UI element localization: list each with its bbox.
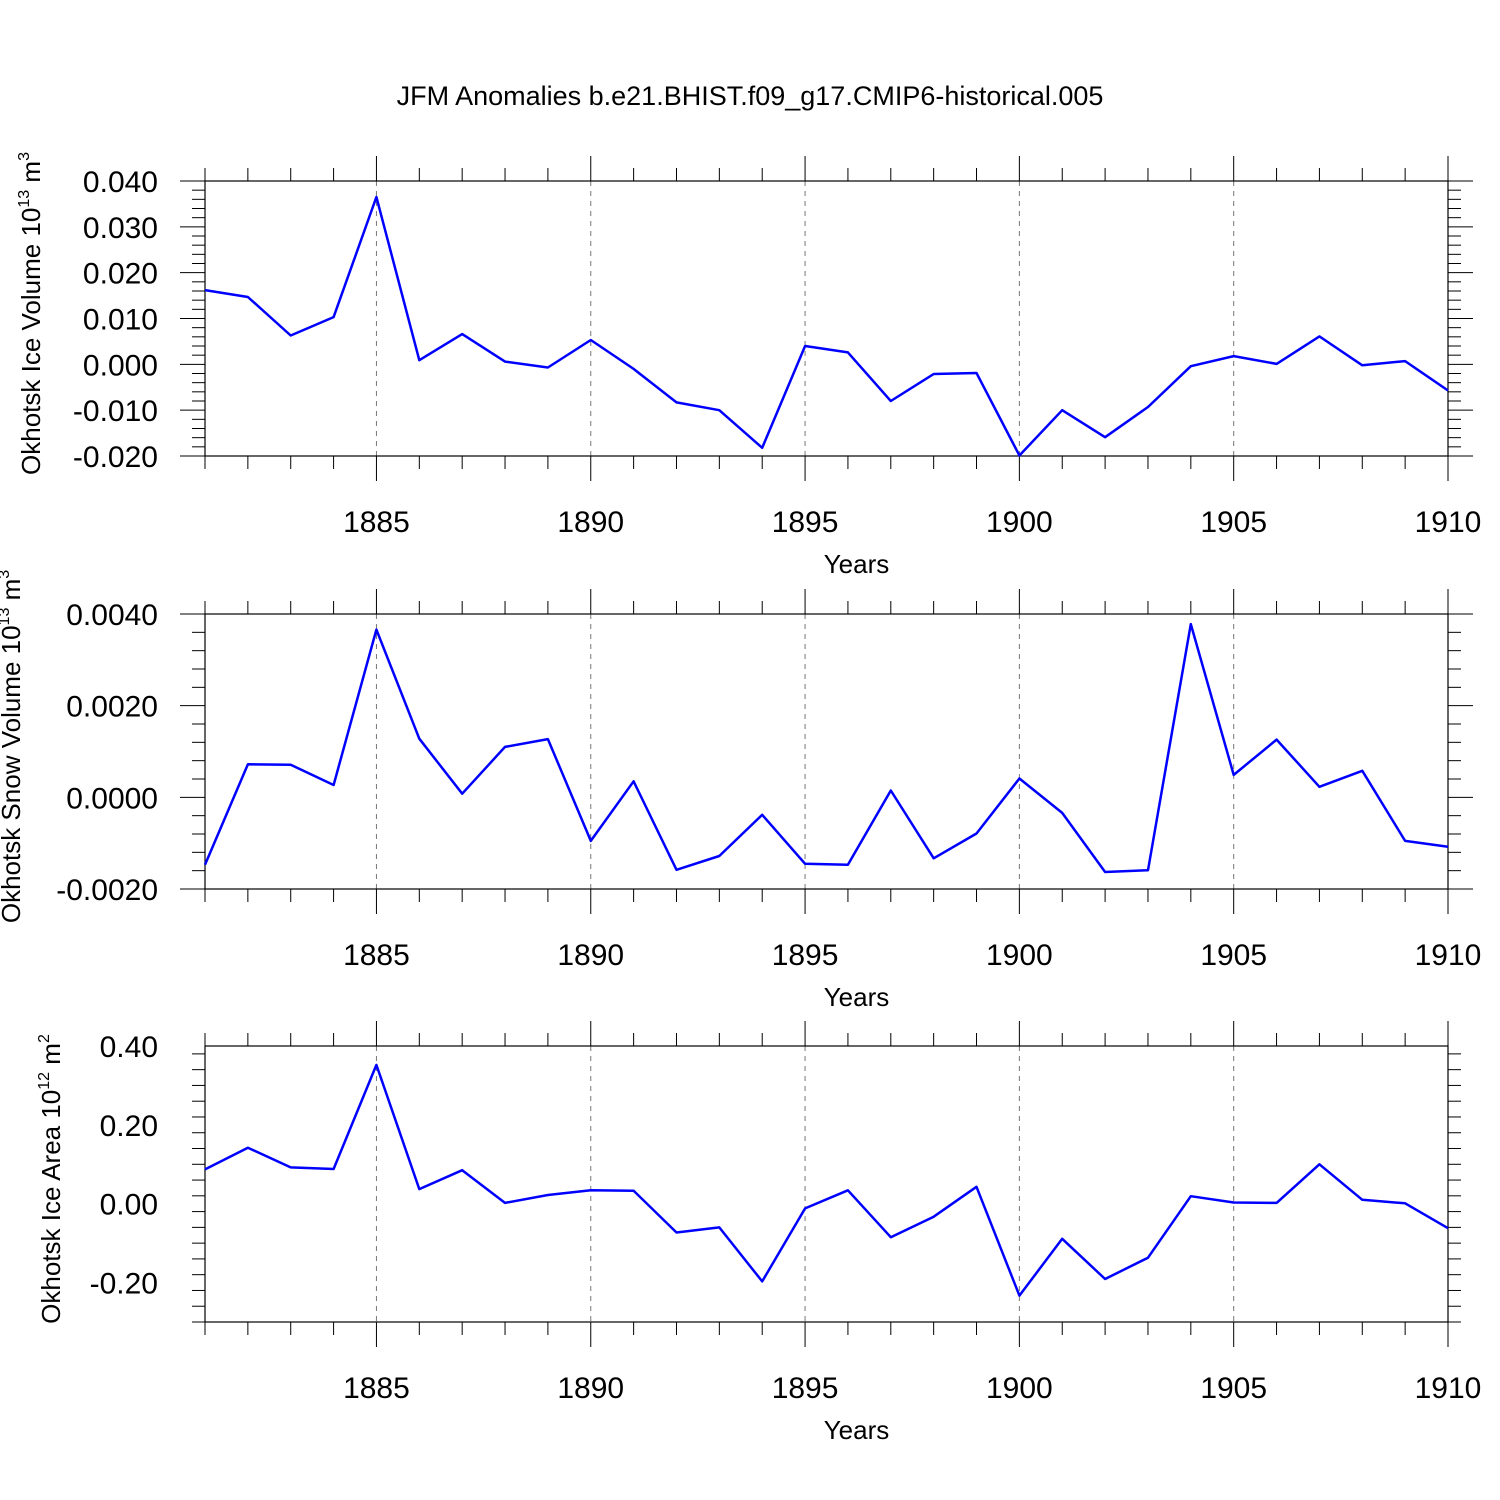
y-axis-label-exp: 12	[36, 1072, 53, 1090]
y-axis-label-main: Okhotsk Ice Area 10	[36, 1090, 66, 1324]
y-tick-label: 0.0020	[66, 691, 158, 724]
plot-frame	[204, 613, 1449, 890]
y-axis-label-unit: m	[16, 161, 46, 190]
y-tick-label: -0.0020	[56, 874, 158, 907]
x-tick-label: 1890	[557, 506, 624, 539]
y-tick-label: 0.0040	[66, 599, 158, 632]
x-axis-label: Years	[824, 982, 890, 1012]
x-tick-label: 1910	[1415, 1372, 1482, 1405]
y-axis-label: Okhotsk Snow Volume 1013 m3	[0, 570, 26, 923]
x-tick-label: 1895	[772, 506, 839, 539]
y-axis-label-unit-exp: 2	[36, 1034, 53, 1043]
x-tick-label: 1910	[1415, 506, 1482, 539]
y-axis-label-exp: 13	[0, 608, 13, 626]
x-tick-label: 1910	[1415, 939, 1482, 972]
y-axis-label-unit-exp: 3	[16, 152, 33, 161]
x-tick-label: 1905	[1200, 506, 1267, 539]
y-tick-label: 0.010	[83, 304, 158, 337]
x-tick-label: 1885	[343, 1372, 410, 1405]
y-axis-label-main: Okhotsk Snow Volume 10	[0, 625, 26, 923]
y-axis-label: Okhotsk Ice Area 1012 m2	[36, 1034, 66, 1324]
y-tick-label: 0.0000	[66, 782, 158, 815]
chart-title: JFM Anomalies b.e21.BHIST.f09_g17.CMIP6-…	[397, 81, 1104, 111]
x-tick-label: 1900	[986, 939, 1053, 972]
x-tick-label: 1890	[557, 939, 624, 972]
y-tick-label: 0.030	[83, 212, 158, 245]
x-axis-label: Years	[824, 1415, 890, 1445]
y-tick-label: 0.40	[100, 1031, 158, 1064]
y-axis-label-exp: 13	[16, 190, 33, 208]
y-tick-label: -0.010	[73, 395, 158, 428]
panel-1: 1885 1890 1895 1900 1905 1910 -0.020 -0.010 0.00…	[16, 152, 1481, 579]
y-tick-label: 0.040	[83, 166, 158, 199]
y-axis-label-unit: m	[0, 579, 26, 608]
x-tick-label: 1900	[986, 506, 1053, 539]
panel-2: 1885 1890 1895 1900 1905 1910 -0.0020 0.0000 0.0…	[0, 570, 1481, 1012]
x-tick-label: 1885	[343, 939, 410, 972]
plot-frame	[204, 180, 1449, 457]
y-tick-label: -0.020	[73, 441, 158, 474]
series-line	[203, 622, 1449, 874]
series-line	[204, 1063, 1449, 1297]
x-tick-label: 1905	[1200, 939, 1267, 972]
panels: 1885 1890 1895 1900 1905 1910 -0.020 -0.010 0.00…	[0, 152, 1481, 1445]
x-tick-label: 1885	[343, 506, 410, 539]
x-tick-label: 1900	[986, 1372, 1053, 1405]
y-tick-label: 0.000	[83, 349, 158, 382]
y-tick-label: 0.20	[100, 1110, 158, 1143]
x-tick-label: 1905	[1200, 1372, 1267, 1405]
y-tick-label: 0.020	[83, 258, 158, 291]
y-axis-label-unit: m	[36, 1043, 66, 1072]
x-axis-label: Years	[824, 549, 890, 579]
y-tick-label: -0.20	[90, 1268, 158, 1301]
y-axis-label-main: Okhotsk Ice Volume 10	[16, 208, 46, 475]
y-tick-label: 0.00	[100, 1189, 158, 1222]
y-axis-label-unit-exp: 3	[0, 570, 13, 579]
x-tick-label: 1890	[557, 1372, 624, 1405]
x-tick-label: 1895	[772, 1372, 839, 1405]
plot-frame	[204, 1045, 1449, 1323]
panel-3: 1885 1890 1895 1900 1905 1910 -0.20 0.00 0.20 0.4…	[36, 1021, 1481, 1445]
series-line	[204, 195, 1449, 457]
y-axis-label: Okhotsk Ice Volume 1013 m3	[16, 152, 46, 475]
x-tick-label: 1895	[772, 939, 839, 972]
